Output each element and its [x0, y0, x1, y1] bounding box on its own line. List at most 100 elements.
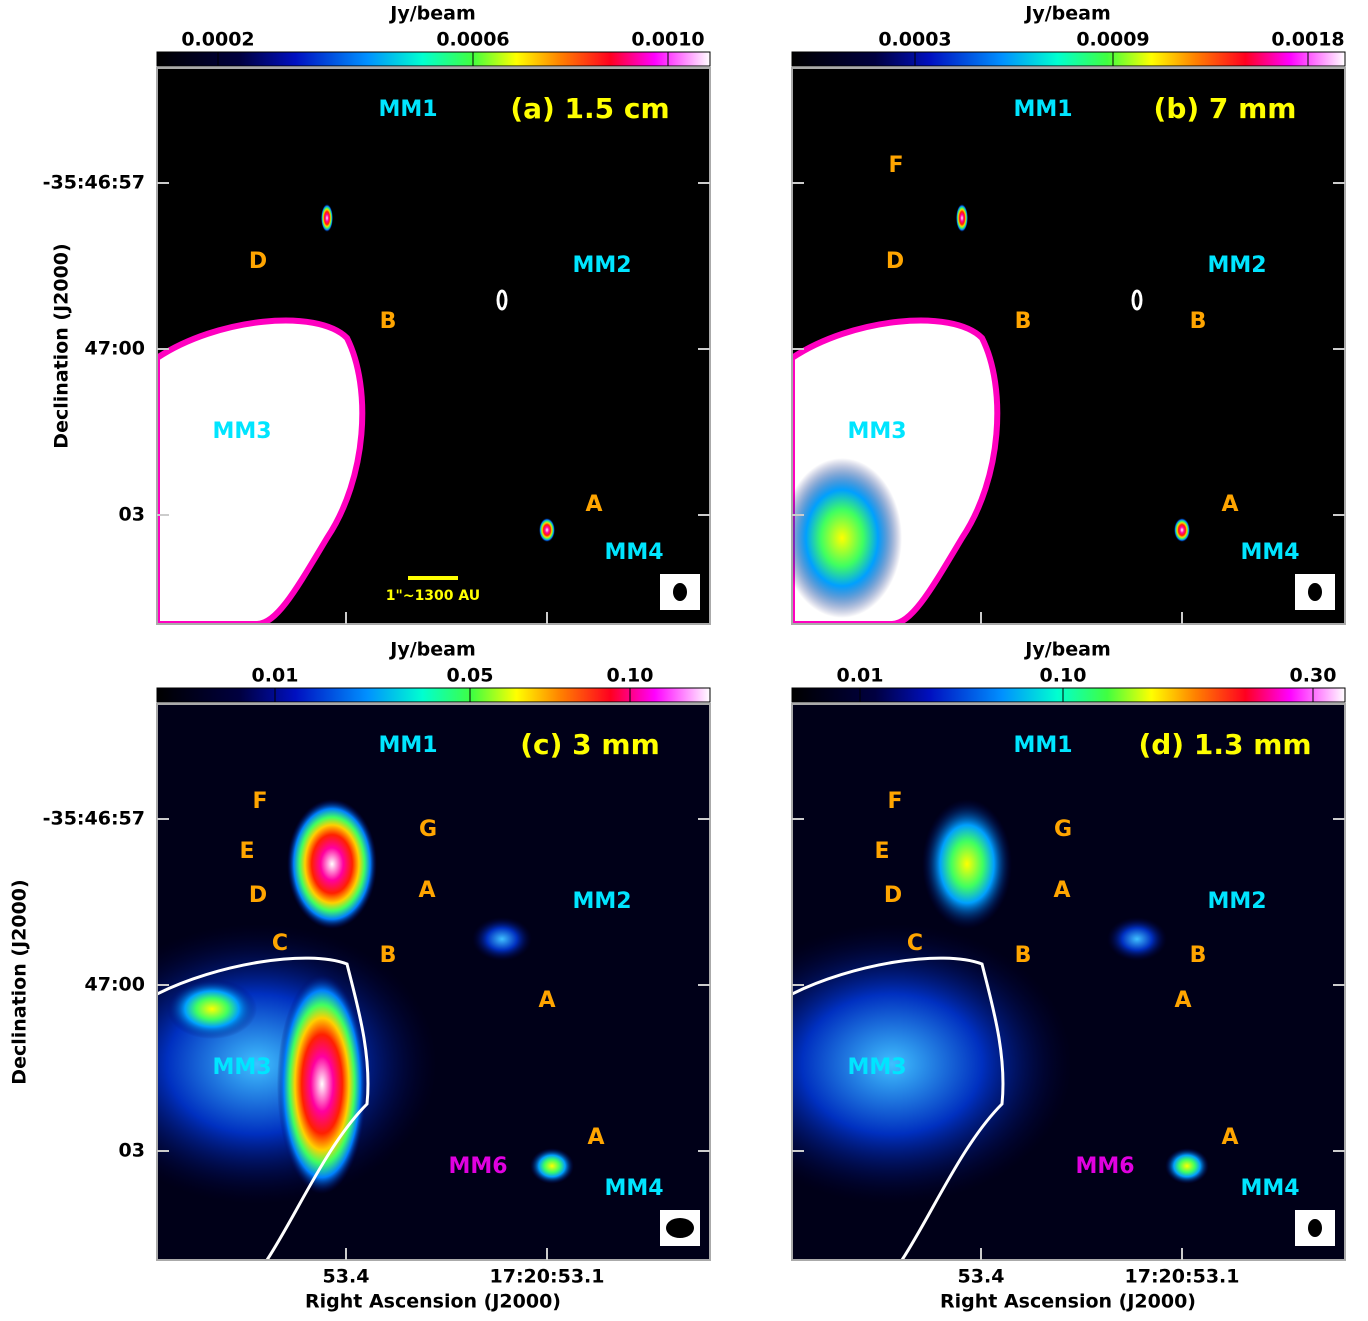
y-tick-label: 47:00 [85, 974, 145, 996]
colorbar-unit: Jy/beam [388, 3, 476, 25]
beam [673, 583, 687, 601]
source-label: D [249, 883, 267, 908]
source-label: MM1 [378, 733, 437, 758]
y-tick-label: 03 [119, 1140, 145, 1162]
mm2-emission [472, 917, 532, 961]
source-label: E [874, 839, 889, 864]
mm1-emission [287, 799, 377, 929]
source-label: A [418, 878, 435, 903]
mm3-inner [782, 458, 902, 618]
source-label: MM4 [1240, 540, 1299, 565]
source-label: B [1015, 943, 1032, 968]
source-label: A [1221, 1125, 1238, 1150]
beam [666, 1218, 694, 1238]
source-label: D [884, 883, 902, 908]
source-label: A [1221, 492, 1238, 517]
colorbar [792, 52, 1345, 66]
colorbar [157, 688, 710, 702]
source-label: A [538, 988, 555, 1013]
y-tick-label: -35:46:57 [43, 172, 145, 194]
colorbar-unit: Jy/beam [1023, 3, 1111, 25]
colorbar-tick-label: 0.01 [252, 665, 299, 687]
colorbar-tick-label: 0.30 [1290, 665, 1337, 687]
source-label: MM2 [572, 253, 631, 278]
beam [1308, 583, 1322, 601]
source-label: MM3 [847, 419, 906, 444]
source-label: MM3 [212, 419, 271, 444]
source-label: D [886, 249, 904, 274]
source-label: C [907, 931, 923, 956]
colorbar [157, 52, 710, 66]
colorbar-unit: Jy/beam [388, 639, 476, 661]
source-label: D [249, 249, 267, 274]
colorbar-tick-label: 0.0006 [436, 29, 509, 51]
source-label: A [585, 492, 602, 517]
source-label: A [587, 1125, 604, 1150]
source-label: MM3 [847, 1055, 906, 1080]
source-label: B [380, 309, 397, 334]
source [539, 518, 555, 542]
x-tick-label: 53.4 [323, 1266, 370, 1288]
colorbar-unit: Jy/beam [1023, 639, 1111, 661]
panel-title: (b) 7 mm [1154, 92, 1297, 125]
colorbar-tick-label: 0.10 [607, 665, 654, 687]
source-label: MM1 [1013, 97, 1072, 122]
x-axis-label: Right Ascension (J2000) [305, 1291, 561, 1313]
colorbar-tick-label: 0.05 [447, 665, 494, 687]
source-label: MM4 [604, 540, 663, 565]
source-label: A [1174, 988, 1191, 1013]
colorbar-tick-label: 0.0002 [181, 29, 254, 51]
scale-bar-label: 1"~1300 AU [386, 588, 480, 604]
colorbar [792, 688, 1345, 702]
source [321, 204, 333, 232]
figure: Jy/beam0.00020.00060.0010-35:46:5747:000… [0, 0, 1368, 1317]
source-label: MM4 [1240, 1176, 1299, 1201]
source [1174, 518, 1190, 542]
source-label: A [1053, 878, 1070, 903]
y-tick-label: 03 [119, 504, 145, 526]
y-axis-label: Declination (J2000) [51, 243, 73, 448]
mm3-ridge [277, 974, 367, 1194]
y-tick-label: 47:00 [85, 338, 145, 360]
y-tick-label: -35:46:57 [43, 808, 145, 830]
source-label: MM2 [1207, 253, 1266, 278]
panel-title: (a) 1.5 cm [510, 92, 669, 125]
colorbar-tick-label: 0.01 [837, 665, 884, 687]
source-label: B [1190, 943, 1207, 968]
source-label: MM2 [572, 889, 631, 914]
x-axis-label: Right Ascension (J2000) [940, 1291, 1196, 1313]
mm2-emission [1107, 917, 1167, 961]
y-axis-label: Declination (J2000) [9, 879, 31, 1084]
x-tick-label: 53.4 [958, 1266, 1005, 1288]
source-label: MM6 [448, 1154, 507, 1179]
source-label: F [888, 153, 903, 178]
source [956, 204, 968, 232]
colorbar-tick-label: 0.10 [1040, 665, 1087, 687]
panel-title: (d) 1.3 mm [1138, 728, 1311, 761]
source-label: E [239, 839, 254, 864]
source-label: G [419, 817, 437, 842]
colorbar-tick-label: 0.0009 [1076, 29, 1149, 51]
source-label: MM4 [604, 1176, 663, 1201]
mm3-blob [167, 979, 257, 1039]
beam [1308, 1219, 1322, 1237]
source-label: MM1 [378, 97, 437, 122]
source-label: B [1190, 309, 1207, 334]
source-label: C [272, 931, 288, 956]
source-label: F [887, 789, 902, 814]
x-tick-label: 17:20:53.1 [1125, 1266, 1240, 1288]
source-label: F [252, 789, 267, 814]
source-label: MM1 [1013, 733, 1072, 758]
source-label: G [1054, 817, 1072, 842]
source-label: MM3 [212, 1055, 271, 1080]
colorbar-tick-label: 0.0018 [1271, 29, 1344, 51]
source-label: MM2 [1207, 889, 1266, 914]
mm1-emission [922, 799, 1012, 929]
mm4-emission [1165, 1148, 1209, 1184]
panel-title: (c) 3 mm [520, 728, 660, 761]
source-label: B [1015, 309, 1032, 334]
colorbar-tick-label: 0.0003 [878, 29, 951, 51]
source-label: B [380, 943, 397, 968]
mm4-emission [530, 1148, 574, 1184]
source-label: MM6 [1075, 1154, 1134, 1179]
